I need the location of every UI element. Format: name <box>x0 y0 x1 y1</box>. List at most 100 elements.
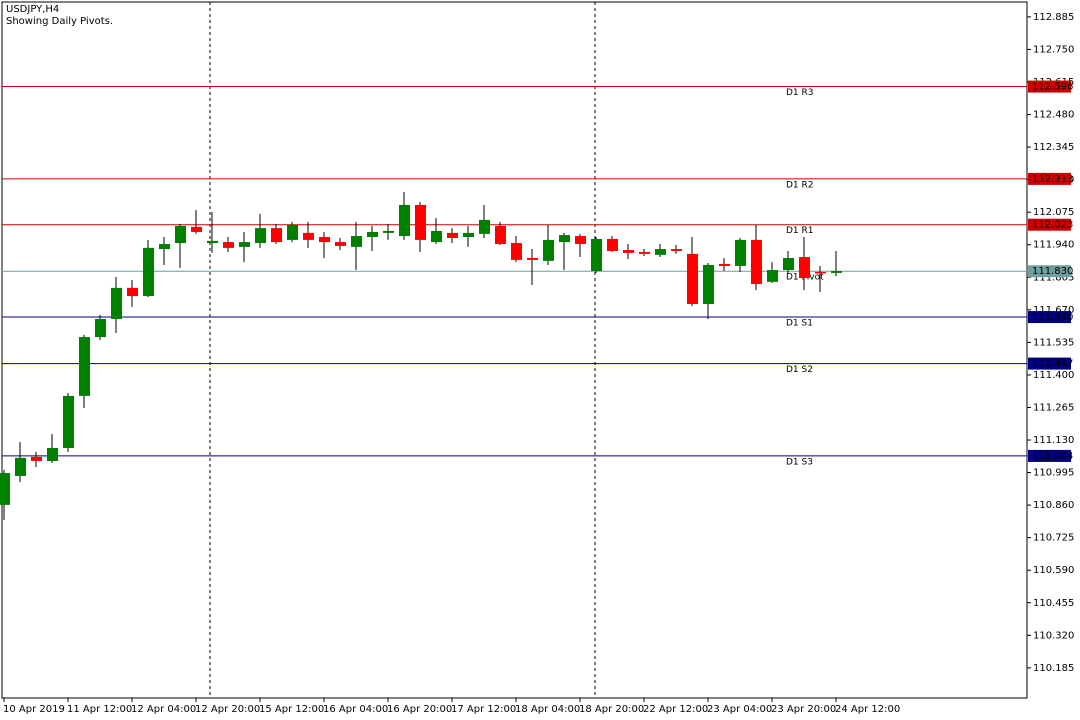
candle-body <box>719 264 730 266</box>
x-tick-label: 23 Apr 04:00 <box>707 704 772 715</box>
candle-body <box>735 239 746 266</box>
candle-body <box>95 318 106 338</box>
level-badge <box>1028 265 1071 278</box>
level-badge <box>1028 172 1071 185</box>
y-tick-label: 111.265 <box>1033 402 1074 413</box>
candle-body <box>591 238 602 272</box>
candle-body <box>543 239 554 261</box>
candle-body <box>607 238 618 251</box>
candle-body <box>399 204 410 237</box>
y-tick-label: 110.860 <box>1033 500 1074 511</box>
y-tick-label: 110.725 <box>1033 533 1074 544</box>
candle-body <box>79 337 90 396</box>
pivot-label: D1 S2 <box>786 365 813 375</box>
candle-body <box>239 242 250 247</box>
candle-body <box>527 257 538 260</box>
candle-body <box>559 235 570 243</box>
candle-body <box>191 226 202 232</box>
level-badge <box>1028 80 1071 93</box>
x-tick-label: 12 Apr 04:00 <box>131 704 196 715</box>
y-tick-label: 111.670 <box>1033 305 1074 316</box>
candle-body <box>207 240 218 244</box>
x-tick-label: 16 Apr 04:00 <box>323 704 388 715</box>
candle-body <box>127 287 138 297</box>
level-badge-label: 112.596 <box>1032 82 1073 93</box>
x-tick-label: 18 Apr 04:00 <box>515 704 580 715</box>
plot-frame <box>1 1 1028 699</box>
axes: 112.885112.750112.615112.480112.345112.2… <box>3 12 1074 715</box>
candle-body <box>687 253 698 305</box>
y-tick-label: 110.455 <box>1033 598 1074 609</box>
candle-body <box>351 236 362 247</box>
candle-body <box>31 456 42 461</box>
y-tick-label: 112.075 <box>1033 207 1074 218</box>
level-badge-label: 111.064 <box>1032 451 1073 462</box>
candle-body <box>159 243 170 250</box>
candle-body <box>175 225 186 244</box>
candle-body <box>319 237 330 243</box>
chart-subtitle: Showing Daily Pivots. <box>6 16 113 27</box>
candle-body <box>767 270 778 282</box>
x-tick-label: 23 Apr 20:00 <box>771 704 836 715</box>
level-badge <box>1028 357 1071 370</box>
x-tick-label: 15 Apr 12:00 <box>259 704 324 715</box>
candle-body <box>47 447 58 461</box>
y-tick-label: 111.130 <box>1033 435 1074 446</box>
candle-body <box>0 473 10 505</box>
candle-body <box>495 225 506 244</box>
x-tick-label: 24 Apr 12:00 <box>835 704 900 715</box>
x-tick-label: 18 Apr 20:00 <box>579 704 644 715</box>
candle-body <box>415 204 426 240</box>
level-badge <box>1028 311 1071 324</box>
candle-body <box>479 219 490 234</box>
level-badge-label: 112.213 <box>1032 174 1073 185</box>
y-tick-label: 111.805 <box>1033 272 1074 283</box>
y-tick-label: 110.185 <box>1033 663 1074 674</box>
pivot-label: D1 R1 <box>786 226 814 236</box>
candle-body <box>831 271 842 273</box>
candle-body <box>255 228 266 244</box>
candle-body <box>287 224 298 240</box>
y-tick-label: 111.400 <box>1033 370 1074 381</box>
candle-body <box>303 232 314 240</box>
candles <box>0 191 842 520</box>
candle-body <box>511 243 522 260</box>
candle-body <box>447 232 458 238</box>
candle-body <box>639 251 650 254</box>
candle-body <box>383 230 394 233</box>
x-tick-label: 11 Apr 12:00 <box>67 704 132 715</box>
pivot-label: D1 S1 <box>786 319 813 329</box>
y-tick-label: 111.940 <box>1033 240 1074 251</box>
candle-body <box>463 232 474 238</box>
candle-body <box>335 242 346 246</box>
y-tick-label: 110.995 <box>1033 468 1074 479</box>
candle-body <box>431 230 442 243</box>
level-badge-label: 111.447 <box>1032 359 1073 370</box>
y-tick-label: 112.750 <box>1033 44 1074 55</box>
y-tick-label: 112.885 <box>1033 12 1074 23</box>
level-badge-label: 111.640 <box>1032 312 1073 323</box>
candle-body <box>575 236 586 244</box>
candle-body <box>799 257 810 278</box>
candle-body <box>671 249 682 251</box>
candle-body <box>271 228 282 243</box>
pivot-label: D1 S3 <box>786 457 813 467</box>
y-tick-label: 112.480 <box>1033 110 1074 121</box>
level-badge <box>1028 449 1071 462</box>
candle-body <box>703 264 714 305</box>
candle-body <box>623 250 634 253</box>
y-tick-label: 110.320 <box>1033 630 1074 641</box>
candle-body <box>15 457 26 476</box>
x-tick-label: 10 Apr 2019 <box>3 704 65 715</box>
candle-body <box>815 271 826 274</box>
candle-body <box>367 231 378 238</box>
x-tick-label: 22 Apr 12:00 <box>643 704 708 715</box>
candle-body <box>223 242 234 248</box>
chart-title: USDJPY,H4 <box>6 4 59 15</box>
pivot-label: D1 R3 <box>786 88 814 98</box>
candle-body <box>143 247 154 297</box>
x-tick-label: 12 Apr 20:00 <box>195 704 260 715</box>
